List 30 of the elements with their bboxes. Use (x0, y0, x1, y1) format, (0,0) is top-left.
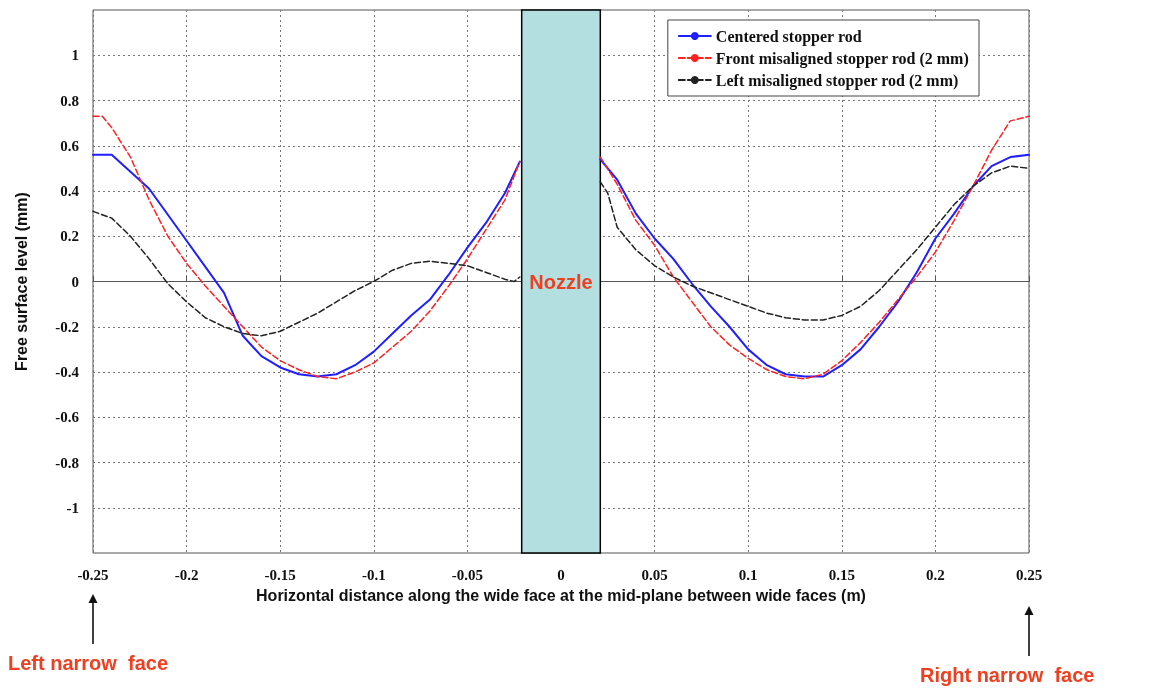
x-tick-label: -0.05 (451, 566, 484, 583)
x-axis-title: Horizontal distance along the wide face at the mid-plane between wide faces (m) (256, 586, 866, 604)
x-tick-label: 0.2 (926, 566, 945, 583)
band-label: Nozzle (529, 270, 593, 293)
y-tick-label: -0.2 (55, 318, 79, 335)
y-tick-label: 0.8 (60, 92, 79, 109)
y-tick-label: -0.4 (55, 364, 80, 380)
y-tick-label: -1 (66, 499, 79, 516)
x-tick-label: 0 (557, 566, 565, 583)
legend-label: Front misaligned stopper rod (2 mm) (715, 49, 969, 68)
text: Right narrow face (920, 664, 1095, 687)
x-tick-label: -0.2 (174, 566, 199, 583)
legend-label: Left misaligned stopper rod (2 mm) (715, 71, 959, 90)
y-tick-label: -0.8 (55, 454, 79, 471)
x-tick-label: -0.1 (361, 566, 386, 583)
y-tick-label: -0.6 (55, 409, 80, 426)
x-tick-label: 0.05 (641, 566, 668, 583)
y-tick-label: 1 (71, 47, 79, 64)
x-tick-label: 0.25 (1015, 566, 1043, 583)
y-axis-title: Free surface level (mm) (12, 192, 30, 371)
x-tick-label: -0.25 (77, 566, 109, 583)
x-tick-label: 0.1 (738, 566, 758, 583)
y-tick-label: 0.6 (60, 137, 80, 154)
x-tick-label: 0.15 (828, 566, 855, 583)
x-tick-label: -0.15 (264, 566, 296, 583)
y-tick-label: 0.4 (60, 183, 80, 199)
y-tick-label: 0.2 (60, 228, 79, 245)
y-tick-label: 0 (71, 273, 79, 290)
legend-label: Centered stopper rod (715, 27, 862, 46)
text: Left narrow face (8, 652, 169, 675)
